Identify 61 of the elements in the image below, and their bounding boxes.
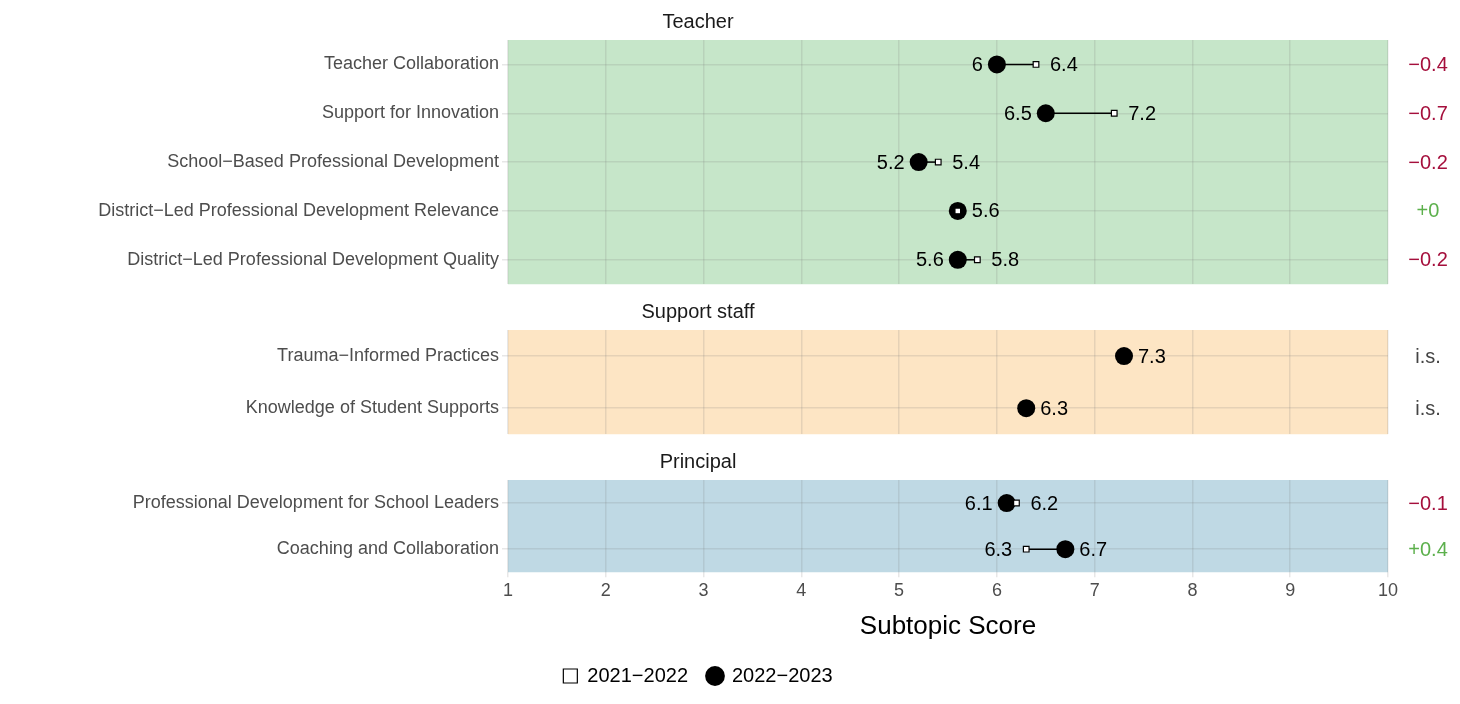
point <box>1013 499 1020 507</box>
y-tick-label: District−Led Professional Development Relevance <box>98 199 499 220</box>
x-tick-label: 5 <box>894 579 905 600</box>
text: −0.7 <box>1408 101 1448 124</box>
point <box>1036 104 1055 123</box>
y-tick-label: Support for Innovation <box>321 102 499 123</box>
text: i.s. <box>1415 344 1441 367</box>
text: i.s. <box>1415 396 1441 419</box>
x-tick-label: 7 <box>1089 579 1100 600</box>
data-label: 6.4 <box>1050 52 1078 75</box>
y-tick-label: Trauma−Informed Practices <box>277 345 499 366</box>
data-label: 5.6 <box>971 199 1000 222</box>
data-label: 7.2 <box>1128 101 1157 124</box>
y-tick-label: School−Based Professional Development <box>167 151 499 172</box>
y-tick-label: Knowledge of Student Supports <box>245 397 499 418</box>
text: +0.4 <box>1408 537 1448 560</box>
text: +0 <box>1416 199 1440 222</box>
text: −0.4 <box>1408 52 1448 75</box>
x-axis-title: Subtopic Score <box>859 609 1037 640</box>
point <box>973 256 981 264</box>
x-tick-label: 8 <box>1187 579 1198 600</box>
x-tick-label: 4 <box>796 579 807 600</box>
data-label: 6.7 <box>1079 537 1108 560</box>
point <box>997 494 1016 513</box>
point <box>1022 545 1030 553</box>
data-label: 6 <box>971 52 983 75</box>
data-label: 6.2 <box>1030 491 1059 514</box>
x-tick-label: 2 <box>600 579 611 600</box>
text: −0.1 <box>1408 491 1448 514</box>
data-label: 5.2 <box>876 150 905 173</box>
text: −0.2 <box>1408 248 1448 271</box>
y-tick-label: Professional Development for School Leaders <box>132 492 499 513</box>
data-label: 5.4 <box>952 150 981 173</box>
x-tick-label: 9 <box>1285 579 1296 600</box>
y-tick-label: District−Led Professional Development Quality <box>127 248 499 269</box>
chart-title: Principal <box>659 449 737 472</box>
chart-title: Support staff <box>641 299 755 322</box>
point <box>1056 540 1075 559</box>
data-label: 5.6 <box>915 248 944 271</box>
legend-label: 2021−2022 <box>587 663 689 686</box>
point <box>1110 109 1118 117</box>
point <box>1032 60 1040 68</box>
point <box>987 55 1006 74</box>
legend-label: 2022−2023 <box>732 663 833 686</box>
x-tick-label: 3 <box>698 579 709 600</box>
data-label: 5.8 <box>991 248 1020 271</box>
x-tick-label: 6 <box>991 579 1002 600</box>
chart-title: Teacher <box>662 9 734 32</box>
data-label: 7.3 <box>1138 344 1166 367</box>
point <box>934 158 942 166</box>
data-label: 6.3 <box>1040 396 1069 419</box>
data-label: 6.1 <box>964 491 993 514</box>
point <box>948 250 967 269</box>
text: −0.2 <box>1408 150 1448 173</box>
x-tick-label: 1 <box>502 579 514 600</box>
x-tick-label: 10 <box>1377 579 1399 600</box>
point <box>909 153 928 172</box>
y-tick-label: Teacher Collaboration <box>323 53 499 74</box>
data-label: 6.3 <box>984 537 1013 560</box>
data-label: 6.5 <box>1003 101 1032 124</box>
y-tick-label: Coaching and Collaboration <box>276 538 499 559</box>
